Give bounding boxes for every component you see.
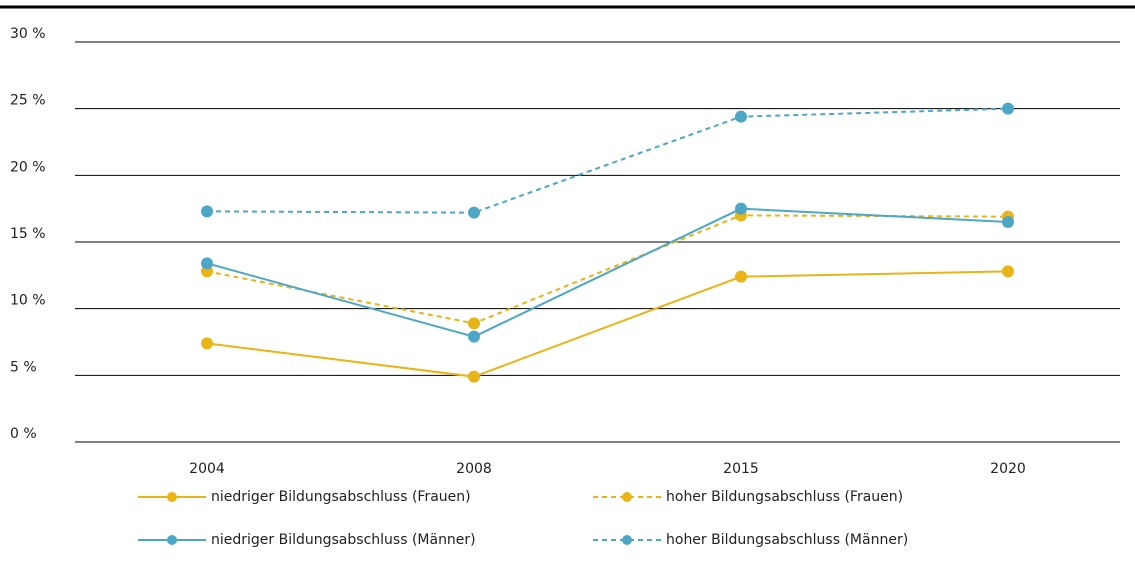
y-tick-label: 0 % bbox=[10, 426, 37, 442]
legend-marker bbox=[167, 535, 177, 545]
x-tick-label: 2015 bbox=[723, 461, 759, 477]
data-point bbox=[201, 337, 213, 350]
data-point bbox=[735, 270, 747, 283]
y-tick-label: 5 % bbox=[10, 359, 37, 375]
legend-label: niedriger Bildungsabschluss (Frauen) bbox=[211, 489, 471, 505]
data-point bbox=[201, 205, 213, 218]
legend-label: niedriger Bildungsabschluss (Männer) bbox=[211, 532, 476, 548]
data-point bbox=[468, 330, 480, 343]
x-tick-label: 2020 bbox=[990, 461, 1026, 477]
data-point bbox=[468, 317, 480, 330]
data-point bbox=[735, 202, 747, 215]
x-tick-label: 2008 bbox=[456, 461, 492, 477]
legend-marker bbox=[622, 535, 632, 545]
series-line bbox=[206, 207, 1009, 338]
data-point bbox=[468, 370, 480, 383]
legend-label: hoher Bildungsabschluss (Männer) bbox=[666, 532, 908, 548]
legend-marker bbox=[167, 492, 177, 502]
x-tick-label: 2004 bbox=[189, 461, 225, 477]
series-line bbox=[206, 214, 1009, 325]
data-point bbox=[201, 257, 213, 270]
data-point bbox=[468, 206, 480, 219]
data-point bbox=[1002, 216, 1014, 228]
y-tick-label: 30 % bbox=[10, 26, 46, 42]
y-tick-label: 10 % bbox=[10, 293, 46, 309]
data-point bbox=[735, 110, 747, 123]
data-point bbox=[1002, 102, 1014, 115]
y-tick-label: 20 % bbox=[10, 159, 46, 175]
legend-label: hoher Bildungsabschluss (Frauen) bbox=[666, 489, 903, 505]
series-line bbox=[206, 107, 1009, 214]
data-point bbox=[1002, 265, 1014, 278]
series-line bbox=[206, 270, 1009, 378]
y-tick-label: 15 % bbox=[10, 226, 46, 242]
y-tick-label: 25 % bbox=[10, 93, 46, 109]
legend-marker bbox=[622, 492, 632, 502]
